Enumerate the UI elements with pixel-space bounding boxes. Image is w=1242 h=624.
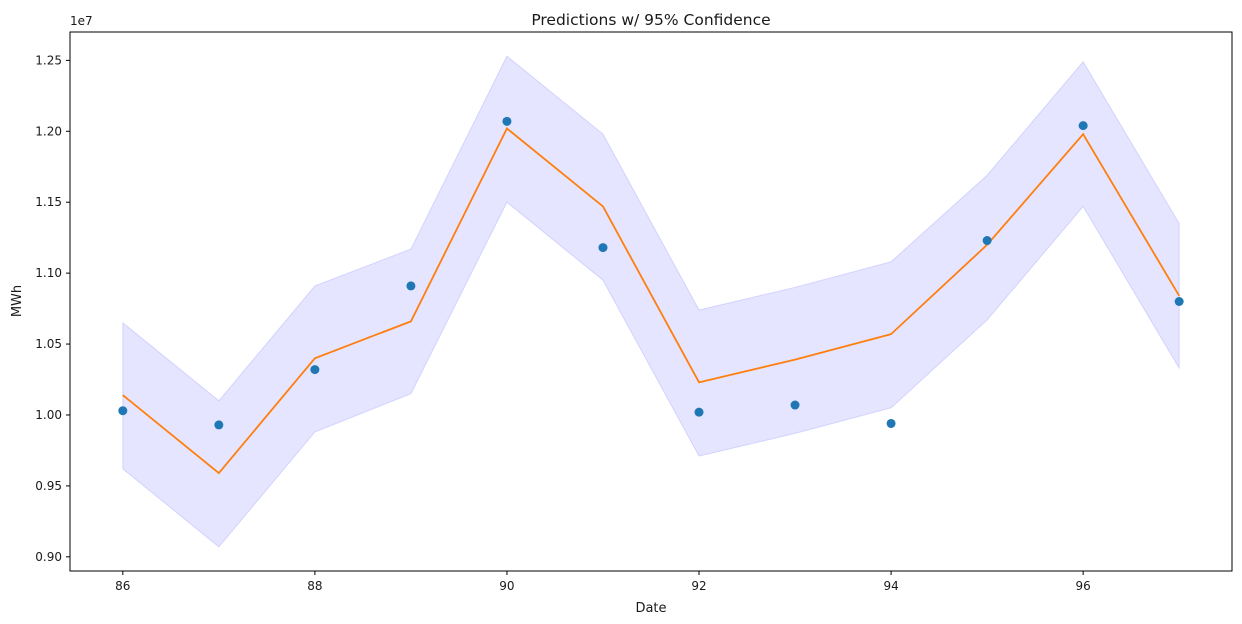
y-tick-label: 1.05	[35, 337, 62, 351]
prediction-line	[122, 127, 1180, 475]
y-tick-label: 1.15	[35, 195, 62, 209]
data-point	[502, 116, 512, 126]
x-tick-label: 94	[883, 579, 898, 593]
y-tick-label: 1.20	[35, 124, 62, 138]
x-tick-label: 88	[307, 579, 322, 593]
confidence-band	[122, 55, 1180, 548]
data-point	[886, 418, 896, 428]
data-point	[982, 236, 992, 246]
data-point	[598, 243, 608, 253]
y-tick-label: 1.10	[35, 266, 62, 280]
data-point	[694, 407, 704, 417]
y-tick-label: 0.90	[35, 550, 62, 564]
y-offset-text: 1e7	[70, 14, 93, 28]
data-point	[214, 420, 224, 430]
x-tick-label: 96	[1076, 579, 1091, 593]
x-tick-label: 86	[115, 579, 130, 593]
chart-title: Predictions w/ 95% Confidence	[531, 11, 770, 29]
data-point	[118, 406, 128, 416]
data-point	[1078, 121, 1088, 131]
x-axis: 86 88 90 92 94 96	[115, 571, 1091, 593]
x-tick-label: 90	[499, 579, 514, 593]
y-tick-label: 0.95	[35, 479, 62, 493]
x-axis-label: Date	[635, 601, 666, 616]
data-point	[790, 400, 800, 410]
y-axis: 0.90 0.95 1.00 1.05 1.10 1.15 1.20 1.25	[35, 53, 70, 564]
data-point	[310, 365, 320, 375]
y-axis-label: MWh	[10, 285, 25, 317]
data-point	[406, 281, 416, 291]
y-tick-label: 1.00	[35, 408, 62, 422]
x-tick-label: 92	[691, 579, 706, 593]
axes-frame	[69, 31, 1233, 572]
data-point	[1174, 297, 1184, 306]
plot-area	[118, 55, 1184, 548]
y-tick-label: 1.25	[35, 53, 62, 67]
